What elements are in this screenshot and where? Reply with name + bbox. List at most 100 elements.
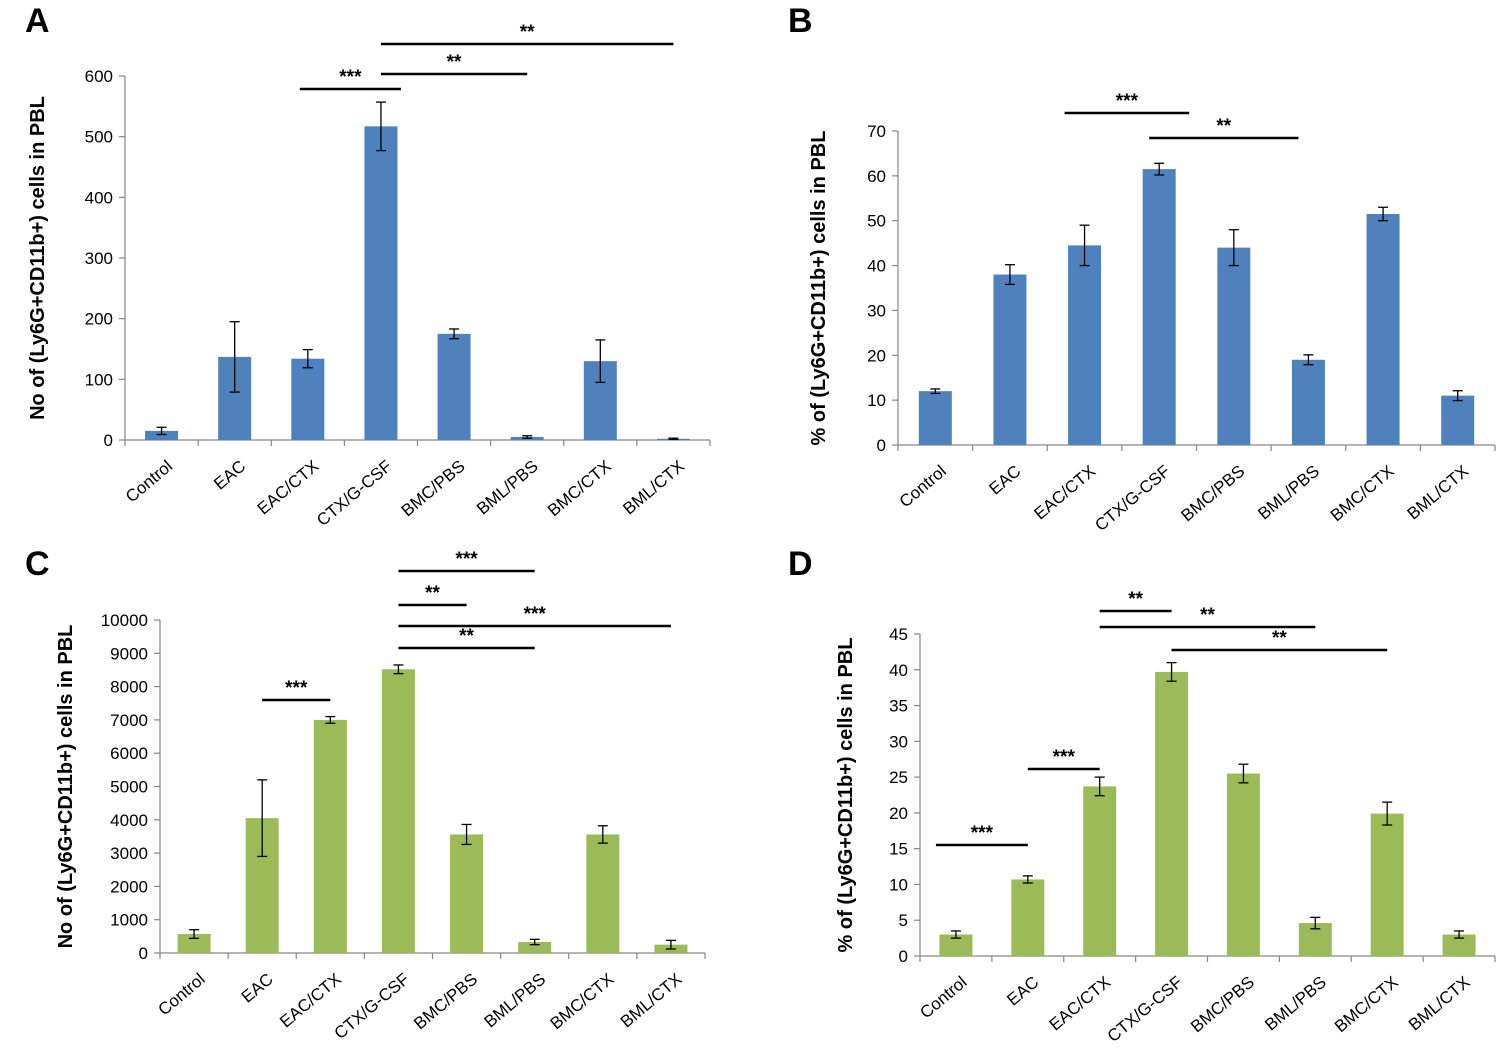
x-tick-label: CTX/G-CSF bbox=[331, 970, 413, 1043]
bar-2 bbox=[1011, 879, 1045, 956]
y-tick-label: 7000 bbox=[110, 711, 148, 730]
x-tick-label: EAC bbox=[986, 462, 1025, 499]
x-tick-label: BMC/CTX bbox=[1331, 973, 1402, 1037]
y-tick-label: 2000 bbox=[110, 877, 148, 896]
significance-label: ** bbox=[1200, 605, 1215, 626]
bar-3 bbox=[1068, 245, 1102, 445]
y-tick-label: 10 bbox=[889, 875, 908, 894]
y-tick-label: 0 bbox=[899, 947, 908, 966]
y-tick-label: 300 bbox=[85, 249, 113, 268]
x-tick-label: EAC/CTX bbox=[1046, 973, 1115, 1035]
significance-label: ** bbox=[1216, 116, 1231, 137]
y-tick-label: 30 bbox=[867, 301, 886, 320]
y-tick-label: 30 bbox=[889, 732, 908, 751]
x-tick-label: BMC/PBS bbox=[1187, 973, 1258, 1037]
x-tick-label: EAC bbox=[238, 970, 277, 1007]
y-tick-label: 8000 bbox=[110, 678, 148, 697]
x-tick-label: Control bbox=[916, 973, 970, 1023]
y-tick-label: 70 bbox=[867, 122, 886, 141]
y-tick-label: 50 bbox=[867, 212, 886, 231]
bar-7 bbox=[1366, 213, 1400, 445]
y-tick-label: 10 bbox=[867, 391, 886, 410]
y-tick-label: 9000 bbox=[110, 644, 148, 663]
x-tick-label: Control bbox=[122, 457, 176, 507]
y-tick-label: 45 bbox=[889, 625, 908, 644]
bar-6 bbox=[1291, 359, 1325, 445]
x-tick-label: BML/PBS bbox=[1261, 973, 1330, 1035]
y-tick-label: 6000 bbox=[110, 744, 148, 763]
y-tick-label: 5 bbox=[899, 911, 908, 930]
y-axis-title: % of (Ly6G+CD11b+) cells in PBL bbox=[835, 638, 857, 953]
x-tick-label: BML/CTX bbox=[619, 457, 688, 519]
y-tick-label: 15 bbox=[889, 840, 908, 859]
y-tick-label: 500 bbox=[85, 128, 113, 147]
significance-label: *** bbox=[1116, 91, 1139, 112]
bar-8 bbox=[1442, 934, 1476, 956]
y-tick-label: 0 bbox=[139, 944, 148, 963]
significance-label: ** bbox=[1272, 628, 1287, 649]
y-tick-label: 20 bbox=[867, 346, 886, 365]
x-tick-label: BMC/PBS bbox=[1178, 462, 1249, 526]
significance-label: *** bbox=[339, 67, 362, 88]
bar-1 bbox=[939, 934, 973, 956]
bar-4 bbox=[381, 669, 415, 953]
x-tick-label: BMC/CTX bbox=[544, 457, 615, 521]
x-tick-label: BML/PBS bbox=[473, 457, 542, 519]
bar-7 bbox=[586, 834, 620, 953]
bar-3 bbox=[313, 719, 347, 953]
x-tick-label: CTX/G-CSF bbox=[313, 457, 395, 530]
bar-7 bbox=[1370, 813, 1404, 956]
significance-label: *** bbox=[1053, 747, 1076, 768]
panel-letter-a: A bbox=[25, 2, 50, 40]
x-tick-label: EAC/CTX bbox=[1030, 462, 1099, 524]
y-tick-label: 35 bbox=[889, 697, 908, 716]
y-axis-title: No of (Ly6G+CD11b+) cells in PBL bbox=[55, 625, 77, 949]
y-tick-label: 400 bbox=[85, 188, 113, 207]
x-tick-label: BMC/CTX bbox=[547, 970, 618, 1034]
y-tick-label: 4000 bbox=[110, 811, 148, 830]
x-tick-label: CTX/G-CSF bbox=[1104, 973, 1186, 1046]
y-tick-label: 100 bbox=[85, 370, 113, 389]
panel-letter-b: B bbox=[788, 2, 813, 40]
y-tick-label: 25 bbox=[889, 768, 908, 787]
y-tick-label: 20 bbox=[889, 804, 908, 823]
y-tick-label: 0 bbox=[104, 431, 113, 450]
bar-1 bbox=[145, 430, 179, 440]
chart-panel-c: C 0 1000 2000 3000 4000 5000 6000 7000 8000 9000 10… bbox=[25, 545, 706, 1043]
bar-3 bbox=[291, 358, 325, 440]
bar-4 bbox=[1142, 169, 1176, 445]
x-tick-label: BMC/CTX bbox=[1327, 462, 1398, 526]
y-tick-label: 40 bbox=[889, 661, 908, 680]
bar-4 bbox=[364, 126, 398, 440]
y-axis-title: % of (Ly6G+CD11b+) cells in PBL bbox=[808, 131, 830, 446]
significance-label: ** bbox=[425, 583, 440, 604]
significance-label: *** bbox=[455, 549, 478, 570]
x-tick-label: EAC/CTX bbox=[276, 970, 345, 1032]
significance-label: ** bbox=[1128, 589, 1143, 610]
bar-1 bbox=[177, 934, 211, 953]
bar-3 bbox=[1083, 786, 1117, 956]
chart-panel-d: D 0 5 10 15 20 25 30 35 40 45 Control EAC EAC/CTXCTX/… bbox=[788, 545, 1496, 1046]
bar-5 bbox=[450, 834, 484, 953]
significance-label: *** bbox=[524, 604, 547, 625]
y-tick-label: 0 bbox=[877, 436, 886, 455]
y-tick-label: 40 bbox=[867, 257, 886, 276]
y-tick-label: 1000 bbox=[110, 911, 148, 930]
x-tick-label: BML/PBS bbox=[481, 970, 550, 1032]
panel-letter-d: D bbox=[788, 545, 813, 583]
bar-5 bbox=[1226, 773, 1260, 956]
y-tick-label: 5000 bbox=[110, 778, 148, 797]
y-tick-label: 200 bbox=[85, 310, 113, 329]
significance-label: *** bbox=[285, 678, 308, 699]
x-tick-label: Control bbox=[896, 462, 950, 512]
chart-panel-a: A 0 100 200 300 400 500 600 Control EAC EAC/CTXCTX… bbox=[25, 2, 711, 530]
x-tick-label: BML/PBS bbox=[1254, 462, 1323, 524]
y-tick-label: 600 bbox=[85, 67, 113, 86]
y-axis-title: No of (Ly6G+CD11b+) cells in PBL bbox=[27, 96, 49, 420]
x-tick-label: CTX/G-CSF bbox=[1091, 462, 1173, 535]
x-tick-label: BMC/PBS bbox=[410, 970, 481, 1034]
bar-6 bbox=[518, 942, 552, 953]
bar-4 bbox=[1155, 671, 1189, 956]
x-tick-label: EAC bbox=[210, 457, 249, 494]
